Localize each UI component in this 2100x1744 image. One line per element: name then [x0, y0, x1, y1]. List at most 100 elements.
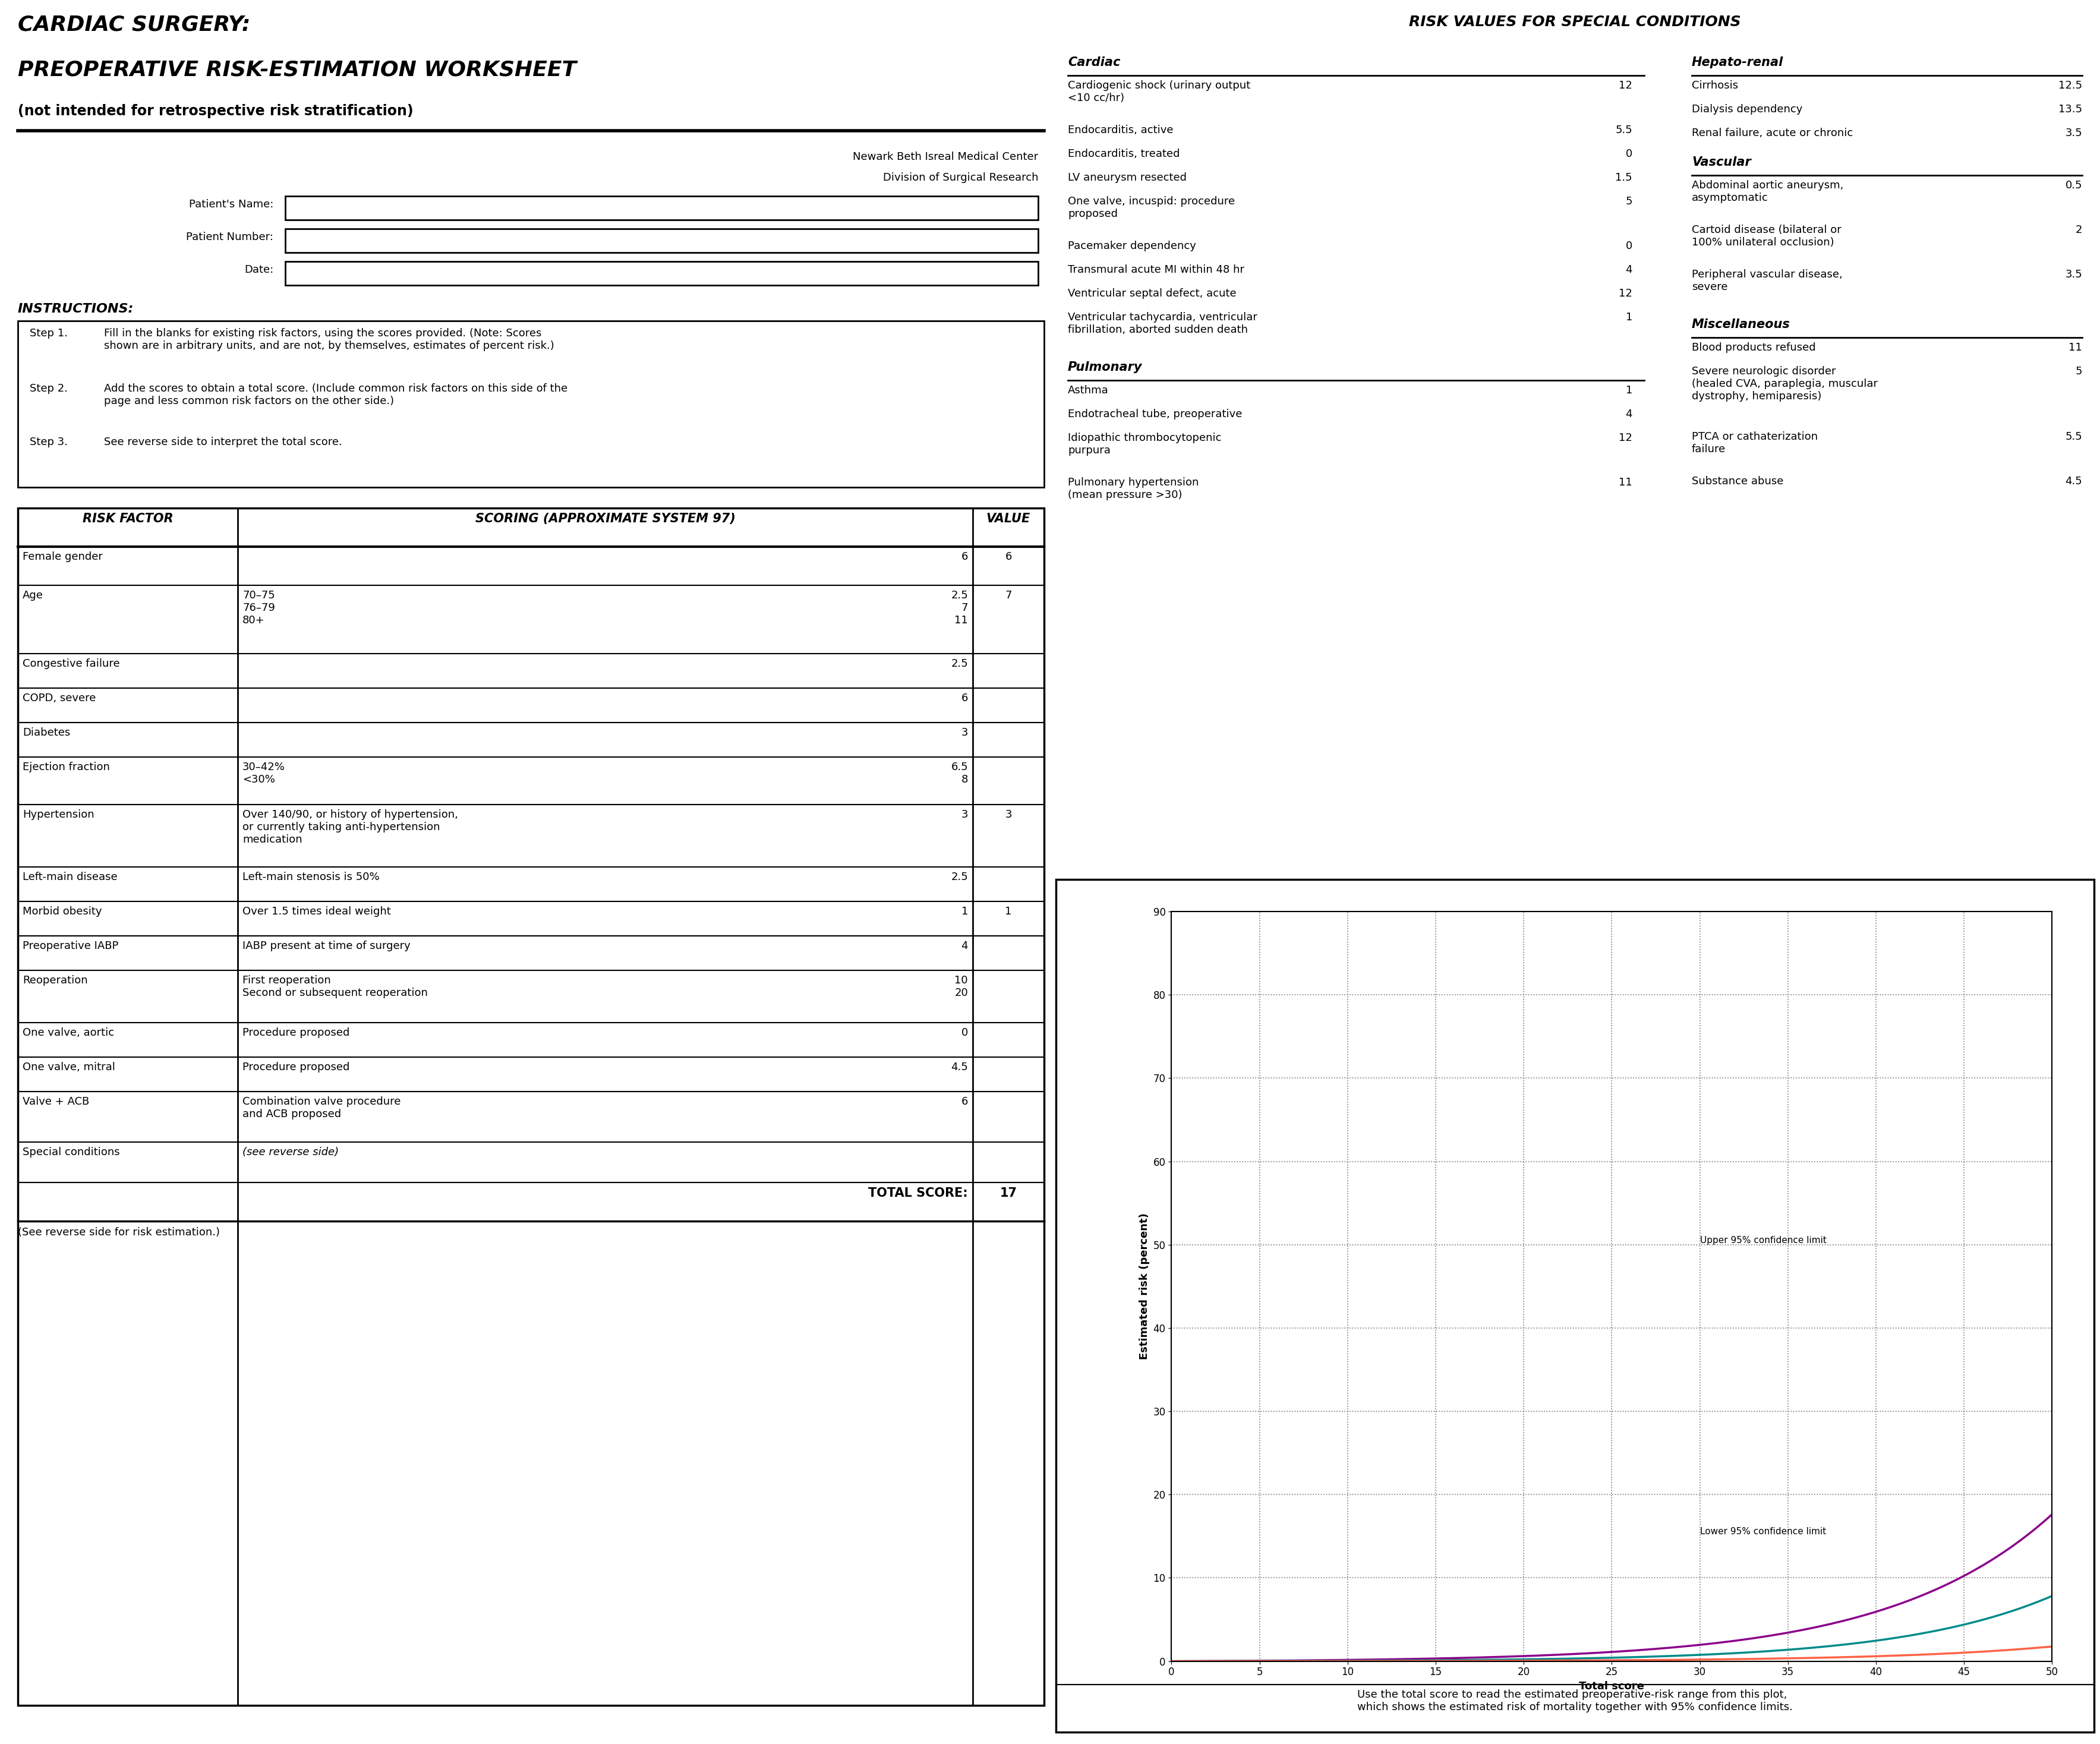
Text: PREOPERATIVE RISK-ESTIMATION WORKSHEET: PREOPERATIVE RISK-ESTIMATION WORKSHEET — [17, 59, 578, 80]
Text: 0: 0 — [962, 1027, 968, 1038]
Text: 6: 6 — [962, 692, 968, 703]
Text: 30–42%
<30%: 30–42% <30% — [242, 762, 286, 785]
Text: 1.5: 1.5 — [1615, 173, 1632, 183]
Text: 13.5: 13.5 — [2058, 105, 2083, 115]
Text: Patient Number:: Patient Number: — [187, 232, 273, 242]
Text: 6.5
8: 6.5 8 — [951, 762, 968, 785]
Text: Age: Age — [23, 589, 44, 600]
Text: 11: 11 — [1619, 478, 1632, 488]
Text: Female gender: Female gender — [23, 551, 103, 562]
Text: 10
20: 10 20 — [955, 975, 968, 998]
Text: Hypertension: Hypertension — [23, 809, 94, 820]
Bar — [286, 262, 1037, 286]
Text: INSTRUCTIONS:: INSTRUCTIONS: — [17, 303, 134, 316]
Text: 3: 3 — [962, 727, 968, 738]
Text: 2.5
7
11: 2.5 7 11 — [951, 589, 968, 626]
Text: Over 140/90, or history of hypertension,
or currently taking anti-hypertension
m: Over 140/90, or history of hypertension,… — [242, 809, 458, 844]
Text: Ventricular septal defect, acute: Ventricular septal defect, acute — [1067, 288, 1237, 298]
Text: 4: 4 — [1625, 265, 1632, 276]
Text: 0: 0 — [1625, 241, 1632, 251]
Text: SCORING (APPROXIMATE SYSTEM 97): SCORING (APPROXIMATE SYSTEM 97) — [475, 513, 735, 525]
Text: Abdominal aortic aneurysm,
asymptomatic: Abdominal aortic aneurysm, asymptomatic — [1693, 180, 1844, 202]
Text: Pulmonary hypertension
(mean pressure >30): Pulmonary hypertension (mean pressure >3… — [1067, 478, 1199, 501]
Text: Fill in the blanks for existing risk factors, using the scores provided. (Note: : Fill in the blanks for existing risk fac… — [105, 328, 554, 351]
Text: 4: 4 — [1625, 408, 1632, 420]
Text: Date:: Date: — [244, 265, 273, 276]
Text: Cardiogenic shock (urinary output
<10 cc/hr): Cardiogenic shock (urinary output <10 cc… — [1067, 80, 1249, 103]
Text: Newark Beth Isreal Medical Center: Newark Beth Isreal Medical Center — [853, 152, 1037, 162]
Bar — [286, 195, 1037, 220]
Text: Patient's Name:: Patient's Name: — [189, 199, 273, 209]
Text: 3.5: 3.5 — [2064, 269, 2083, 279]
Text: 6: 6 — [962, 551, 968, 562]
Text: 1: 1 — [1006, 907, 1012, 917]
Text: Valve + ACB: Valve + ACB — [23, 1097, 90, 1107]
Text: Dialysis dependency: Dialysis dependency — [1693, 105, 1802, 115]
Text: Left-main stenosis is 50%: Left-main stenosis is 50% — [242, 872, 380, 882]
Text: IABP present at time of surgery: IABP present at time of surgery — [242, 940, 410, 950]
Text: Morbid obesity: Morbid obesity — [23, 907, 103, 917]
Text: Over 1.5 times ideal weight: Over 1.5 times ideal weight — [242, 907, 391, 917]
Text: Step 2.: Step 2. — [29, 384, 67, 394]
Text: 4.5: 4.5 — [951, 1062, 968, 1073]
Text: One valve, mitral: One valve, mitral — [23, 1062, 115, 1073]
Text: Transmural acute MI within 48 hr: Transmural acute MI within 48 hr — [1067, 265, 1245, 276]
Text: Substance abuse: Substance abuse — [1693, 476, 1783, 487]
Text: Left-main disease: Left-main disease — [23, 872, 118, 882]
Text: Special conditions: Special conditions — [23, 1148, 120, 1158]
Text: Endocarditis, treated: Endocarditis, treated — [1067, 148, 1180, 159]
Text: Cardiac: Cardiac — [1067, 56, 1119, 68]
Text: 5.5: 5.5 — [2064, 431, 2083, 441]
Text: First reoperation
Second or subsequent reoperation: First reoperation Second or subsequent r… — [242, 975, 428, 998]
Text: Hepato-renal: Hepato-renal — [1693, 56, 1783, 68]
Text: 17: 17 — [1000, 1188, 1016, 1200]
Text: Miscellaneous: Miscellaneous — [1693, 319, 1791, 330]
Text: Congestive failure: Congestive failure — [23, 659, 120, 670]
Text: 5: 5 — [1625, 195, 1632, 208]
Bar — [1056, 879, 2094, 1732]
Text: Step 1.: Step 1. — [29, 328, 67, 338]
Text: One valve, aortic: One valve, aortic — [23, 1027, 113, 1038]
Text: 12: 12 — [1619, 80, 1632, 91]
Text: Renal failure, acute or chronic: Renal failure, acute or chronic — [1693, 127, 1852, 138]
Text: 0: 0 — [1625, 148, 1632, 159]
Text: Ventricular tachycardia, ventricular
fibrillation, aborted sudden death: Ventricular tachycardia, ventricular fib… — [1067, 312, 1258, 335]
Text: 12: 12 — [1619, 288, 1632, 298]
Text: 1: 1 — [1625, 312, 1632, 323]
Text: 0.5: 0.5 — [2064, 180, 2083, 190]
Text: VALUE: VALUE — [987, 513, 1031, 525]
Text: Endocarditis, active: Endocarditis, active — [1067, 126, 1174, 136]
Text: 70–75
76–79
80+: 70–75 76–79 80+ — [242, 589, 275, 626]
Text: Endotracheal tube, preoperative: Endotracheal tube, preoperative — [1067, 408, 1243, 420]
Y-axis label: Estimated risk (percent): Estimated risk (percent) — [1138, 1214, 1151, 1360]
Text: Pulmonary: Pulmonary — [1067, 361, 1142, 373]
Text: 1: 1 — [962, 907, 968, 917]
Text: (see reverse side): (see reverse side) — [242, 1148, 338, 1158]
Text: PTCA or cathaterization
failure: PTCA or cathaterization failure — [1693, 431, 1819, 455]
Bar — [17, 321, 1044, 487]
Text: Division of Surgical Research: Division of Surgical Research — [882, 173, 1037, 183]
X-axis label: Total score: Total score — [1579, 1681, 1644, 1692]
Text: Combination valve procedure
and ACB proposed: Combination valve procedure and ACB prop… — [242, 1097, 401, 1120]
Text: Asthma: Asthma — [1067, 385, 1109, 396]
Text: Upper 95% confidence limit: Upper 95% confidence limit — [1699, 1236, 1827, 1245]
Text: CARDIAC SURGERY:: CARDIAC SURGERY: — [17, 16, 250, 35]
Text: 2: 2 — [2075, 225, 2083, 235]
Text: Reoperation: Reoperation — [23, 975, 88, 985]
Text: 12: 12 — [1619, 433, 1632, 443]
Text: 3: 3 — [1006, 809, 1012, 820]
Text: Step 3.: Step 3. — [29, 436, 67, 448]
Text: (not intended for retrospective risk stratification): (not intended for retrospective risk str… — [17, 105, 414, 119]
Text: Cirrhosis: Cirrhosis — [1693, 80, 1739, 91]
Text: 3: 3 — [962, 809, 968, 820]
Text: Procedure proposed: Procedure proposed — [242, 1027, 349, 1038]
Text: Use the total score to read the estimated preoperative-risk range from this plot: Use the total score to read the estimate… — [1357, 1690, 1793, 1713]
Text: 5.5: 5.5 — [1615, 126, 1632, 136]
Text: 6: 6 — [962, 1097, 968, 1107]
Text: RISK VALUES FOR SPECIAL CONDITIONS: RISK VALUES FOR SPECIAL CONDITIONS — [1409, 16, 1741, 30]
Text: 12.5: 12.5 — [2058, 80, 2083, 91]
Text: One valve, incuspid: procedure
proposed: One valve, incuspid: procedure proposed — [1067, 195, 1235, 220]
Text: 1: 1 — [1625, 385, 1632, 396]
Text: 5: 5 — [2075, 366, 2083, 377]
Text: Procedure proposed: Procedure proposed — [242, 1062, 349, 1073]
